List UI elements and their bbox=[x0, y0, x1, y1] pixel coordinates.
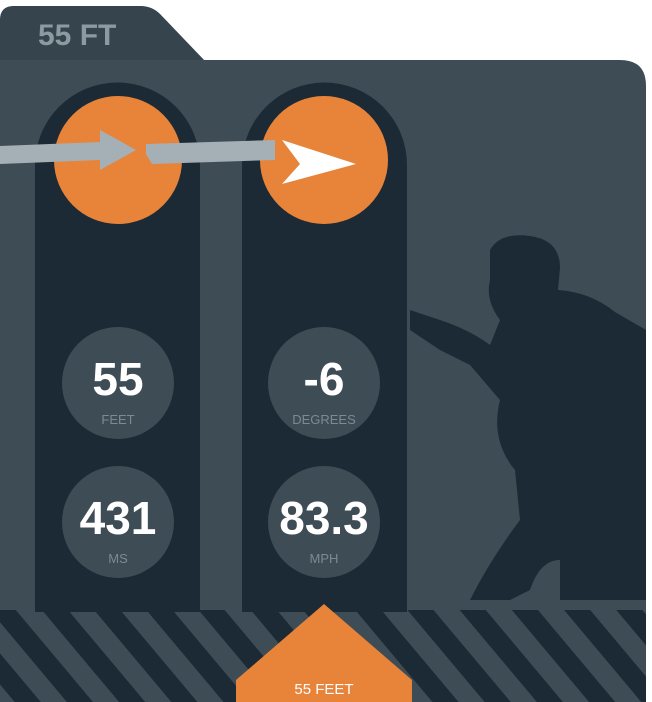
stat-value: 83.3 bbox=[279, 492, 369, 544]
stat-value: 55 bbox=[92, 353, 143, 405]
trajectory-line bbox=[146, 140, 275, 164]
marker-label: 55 FEET bbox=[294, 681, 353, 698]
panel bbox=[0, 0, 652, 702]
stat-unit: DEGREES bbox=[292, 412, 356, 427]
stat-value: -6 bbox=[304, 353, 345, 405]
stat-unit: MPH bbox=[310, 551, 339, 566]
stat-unit: MS bbox=[108, 551, 128, 566]
tab-label: 55 FT bbox=[38, 19, 116, 52]
stat-value: 431 bbox=[80, 492, 157, 544]
stat-unit: FEET bbox=[101, 412, 134, 427]
pitch-graphic: 55 FT 55 FEET -6 DEGREES 431 MS 83.3 MPH… bbox=[0, 0, 652, 702]
